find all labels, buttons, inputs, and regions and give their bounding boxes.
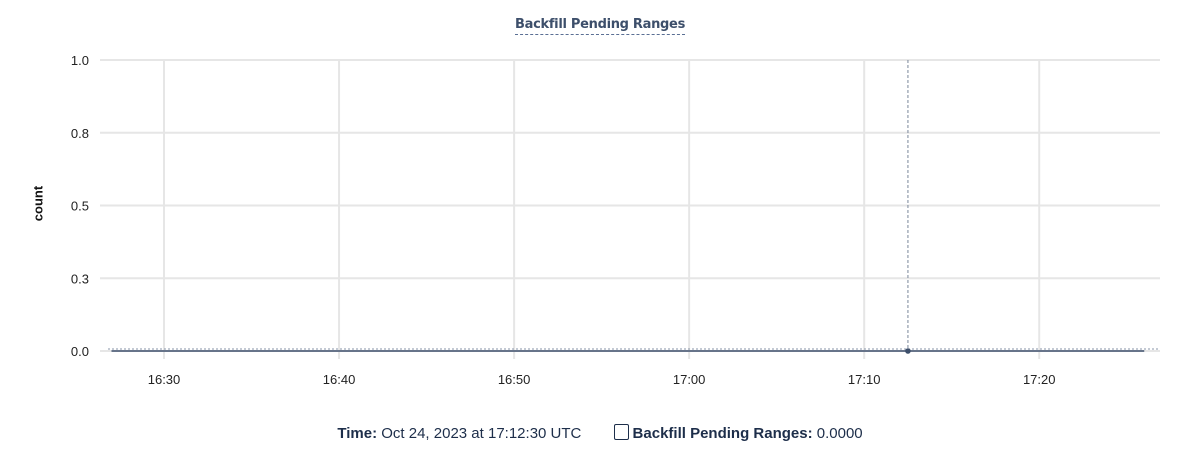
series-toggle-checkbox[interactable]	[613, 424, 629, 440]
legend-time-value: Oct 24, 2023 at 17:12:30 UTC	[381, 425, 582, 442]
x-tick-label: 17:00	[673, 372, 706, 387]
cursor-point	[905, 348, 911, 354]
chart-title-text[interactable]: Backfill Pending Ranges	[514, 17, 685, 35]
x-tick-label: 17:10	[848, 372, 881, 387]
x-tick-label: 16:30	[148, 372, 181, 387]
x-tick-label: 16:50	[498, 372, 531, 387]
x-tick-label: 16:40	[323, 372, 356, 387]
y-tick-label: 0.8	[71, 126, 89, 141]
legend-series-value: 0.0000	[816, 425, 863, 442]
y-tick-label: 1.0	[71, 53, 89, 68]
y-tick-label: 0.5	[71, 199, 89, 214]
chart-title[interactable]: Backfill Pending Ranges	[0, 15, 1200, 35]
legend-series-label: Backfill Pending Ranges:	[632, 425, 813, 442]
x-tick-label: 17:20	[1023, 372, 1056, 387]
y-tick-label: 0.0	[71, 344, 89, 359]
y-tick-label: 0.3	[71, 271, 89, 286]
legend-time-label: Time:	[337, 425, 378, 442]
legend: Time: Oct 24, 2023 at 17:12:30 UTC Backf…	[0, 424, 1200, 442]
